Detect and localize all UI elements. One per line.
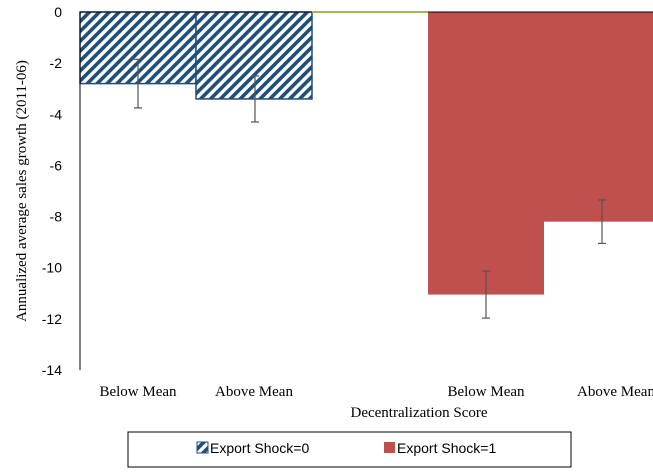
legend-swatch-series-1 [384,442,395,453]
error-bar-series-1-cat-2 [482,270,490,319]
y-axis-title: Annualized average sales growth (2011-06… [14,60,30,322]
x-category-labels: Below Mean Above Mean Below Mean Above Mean [99,384,653,400]
y-tick-label: -6 [50,157,63,173]
x-category-label: Above Mean [577,384,653,400]
error-bar-series-0-cat-1 [251,75,259,123]
error-bar-series-0-cat-0 [134,58,142,109]
legend-swatch-series-0 [196,441,209,454]
y-tick-label: 0 [54,4,62,20]
bar-series-0-cat-1 [195,11,313,100]
y-tick-label: -4 [50,106,63,122]
bars-layer [79,11,653,295]
legend: Export Shock=0 Export Shock=1 [127,431,572,468]
y-tick-labels: 0 -2 -4 -6 -8 -10 -12 -14 [42,4,62,378]
y-tick-label: -14 [42,362,62,378]
x-category-label: Below Mean [99,384,177,400]
error-bar-series-1-cat-3 [598,199,606,245]
legend-label-series-1: Export Shock=1 [397,440,496,456]
y-tick-label: -10 [42,260,62,276]
y-tick-label: -8 [50,209,63,225]
legend-box [127,431,572,468]
legend-label-series-0: Export Shock=0 [210,440,309,456]
bar-series-1-cat-3 [544,12,653,222]
error-bars-layer [134,58,606,319]
y-tick-label: -2 [50,55,63,71]
bar-series-1-cat-2 [428,12,544,295]
y-tick-label: -12 [42,311,62,327]
x-axis-title: Decentralization Score [350,405,487,421]
x-category-label: Below Mean [447,384,525,400]
x-category-label: Above Mean [215,384,293,400]
